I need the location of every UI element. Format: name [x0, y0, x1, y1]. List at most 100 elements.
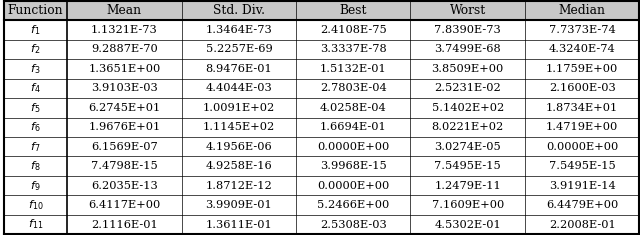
Bar: [4, 215, 67, 234]
Text: $f_5$: $f_5$: [30, 101, 41, 115]
Bar: [4, 78, 67, 98]
Text: 7.4798E-15: 7.4798E-15: [91, 161, 158, 171]
Text: 4.0258E-04: 4.0258E-04: [320, 103, 387, 113]
Bar: [410, 157, 525, 176]
Text: 4.1956E-06: 4.1956E-06: [205, 142, 272, 152]
Bar: [67, 195, 182, 215]
Text: 2.1116E-01: 2.1116E-01: [91, 219, 158, 230]
Bar: [296, 215, 410, 234]
Text: 1.1759E+00: 1.1759E+00: [546, 64, 618, 74]
Text: 1.8734E+01: 1.8734E+01: [546, 103, 618, 113]
Text: 0.0000E+00: 0.0000E+00: [546, 142, 618, 152]
Bar: [296, 59, 410, 78]
Bar: [182, 157, 296, 176]
Text: 3.9909E-01: 3.9909E-01: [205, 200, 272, 210]
Text: 2.4108E-75: 2.4108E-75: [320, 25, 387, 35]
Text: 4.9258E-16: 4.9258E-16: [205, 161, 272, 171]
Text: 3.3337E-78: 3.3337E-78: [320, 44, 387, 54]
Bar: [182, 137, 296, 157]
Text: 5.1402E+02: 5.1402E+02: [431, 103, 504, 113]
Bar: [296, 98, 410, 118]
Text: $f_3$: $f_3$: [30, 62, 41, 76]
Text: 3.7499E-68: 3.7499E-68: [435, 44, 501, 54]
Bar: [525, 215, 639, 234]
Bar: [296, 1, 410, 20]
Bar: [182, 40, 296, 59]
Text: 1.0091E+02: 1.0091E+02: [203, 103, 275, 113]
Bar: [525, 98, 639, 118]
Text: 1.4719E+00: 1.4719E+00: [546, 122, 618, 132]
Bar: [182, 1, 296, 20]
Text: 4.4044E-03: 4.4044E-03: [205, 83, 272, 93]
Bar: [67, 78, 182, 98]
Bar: [296, 195, 410, 215]
Text: 2.2008E-01: 2.2008E-01: [548, 219, 616, 230]
Text: Mean: Mean: [107, 4, 142, 17]
Text: $f_{10}$: $f_{10}$: [28, 198, 44, 212]
Text: 5.2257E-69: 5.2257E-69: [205, 44, 272, 54]
Bar: [410, 137, 525, 157]
Bar: [296, 137, 410, 157]
Bar: [4, 40, 67, 59]
Text: 3.9968E-15: 3.9968E-15: [320, 161, 387, 171]
Text: $f_4$: $f_4$: [30, 81, 41, 95]
Bar: [182, 78, 296, 98]
Bar: [410, 195, 525, 215]
Bar: [67, 1, 182, 20]
Bar: [525, 195, 639, 215]
Bar: [410, 20, 525, 40]
Text: 2.7803E-04: 2.7803E-04: [320, 83, 387, 93]
Bar: [67, 118, 182, 137]
Text: 6.4479E+00: 6.4479E+00: [546, 200, 618, 210]
Bar: [182, 195, 296, 215]
Bar: [410, 98, 525, 118]
Text: 1.9676E+01: 1.9676E+01: [88, 122, 161, 132]
Text: 4.5302E-01: 4.5302E-01: [435, 219, 501, 230]
Text: 1.1321E-73: 1.1321E-73: [91, 25, 158, 35]
Text: 6.2035E-13: 6.2035E-13: [91, 181, 158, 191]
Bar: [296, 118, 410, 137]
Text: 6.1569E-07: 6.1569E-07: [91, 142, 158, 152]
Text: 3.8509E+00: 3.8509E+00: [431, 64, 504, 74]
Bar: [525, 157, 639, 176]
Text: 5.2466E+00: 5.2466E+00: [317, 200, 389, 210]
Text: 6.4117E+00: 6.4117E+00: [88, 200, 161, 210]
Bar: [67, 98, 182, 118]
Bar: [525, 20, 639, 40]
Text: $f_6$: $f_6$: [30, 120, 41, 134]
Bar: [296, 78, 410, 98]
Bar: [67, 176, 182, 195]
Bar: [4, 98, 67, 118]
Bar: [182, 20, 296, 40]
Bar: [410, 215, 525, 234]
Bar: [410, 78, 525, 98]
Bar: [4, 157, 67, 176]
Bar: [525, 118, 639, 137]
Text: 1.2479E-11: 1.2479E-11: [435, 181, 501, 191]
Text: 7.7373E-74: 7.7373E-74: [548, 25, 616, 35]
Bar: [525, 59, 639, 78]
Bar: [296, 157, 410, 176]
Bar: [67, 20, 182, 40]
Bar: [525, 176, 639, 195]
Text: 7.5495E-15: 7.5495E-15: [548, 161, 616, 171]
Text: Std. Div.: Std. Div.: [213, 4, 265, 17]
Text: 3.0274E-05: 3.0274E-05: [435, 142, 501, 152]
Bar: [525, 78, 639, 98]
Bar: [410, 176, 525, 195]
Bar: [182, 215, 296, 234]
Bar: [67, 59, 182, 78]
Bar: [4, 20, 67, 40]
Bar: [182, 118, 296, 137]
Bar: [525, 1, 639, 20]
Text: $f_9$: $f_9$: [30, 179, 41, 192]
Bar: [67, 157, 182, 176]
Text: $f_2$: $f_2$: [30, 43, 40, 56]
Bar: [67, 215, 182, 234]
Bar: [410, 59, 525, 78]
Bar: [4, 176, 67, 195]
Bar: [4, 59, 67, 78]
Bar: [4, 1, 67, 20]
Text: 1.8712E-12: 1.8712E-12: [205, 181, 272, 191]
Text: 7.1609E+00: 7.1609E+00: [431, 200, 504, 210]
